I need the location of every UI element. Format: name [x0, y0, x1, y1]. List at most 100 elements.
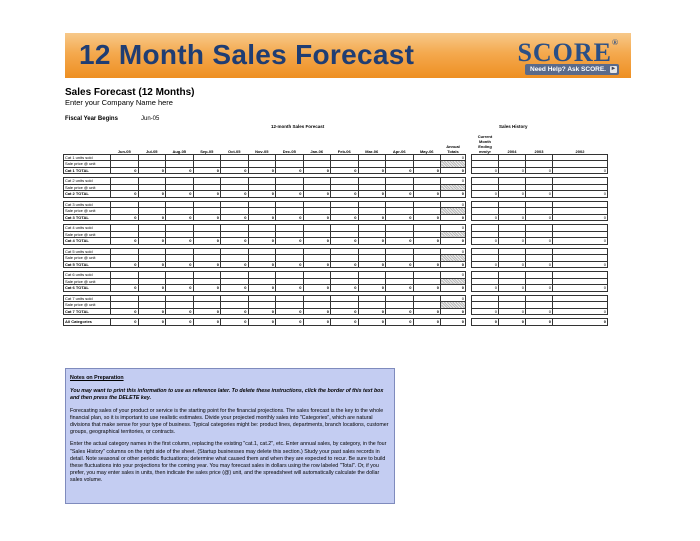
category-total-row: Cat 6 TOTAL 0 0 0 0 0 0 0 0 0 0 0 0 0	[63, 284, 466, 292]
forecast-cell[interactable]: 0	[137, 166, 166, 174]
history-cell[interactable]: 0	[552, 284, 608, 292]
history-caption: Sales History	[499, 124, 528, 129]
category-label[interactable]: Cat 6 TOTAL	[63, 284, 111, 292]
forecast-cell[interactable]: 0	[110, 307, 139, 315]
annual-total-cell[interactable]: 0	[440, 284, 466, 292]
forecast-cell[interactable]: 0	[137, 284, 166, 292]
category-units-row: Cat 2 units sold 0	[63, 177, 466, 185]
month-header: Jan-06	[303, 130, 331, 155]
forecast-cell[interactable]: 0	[137, 213, 166, 221]
month-header: Sep-05	[193, 130, 221, 155]
forecast-cell[interactable]: 0	[220, 307, 249, 315]
forecast-cell[interactable]: 0	[110, 166, 139, 174]
forecast-cell[interactable]: 0	[192, 260, 221, 268]
fiscal-year-value[interactable]: Jun-05	[141, 116, 160, 122]
forecast-cell[interactable]: 0	[192, 237, 221, 245]
history-header: Current Month Ending mm/yr	[471, 130, 499, 155]
forecast-cell[interactable]: 0	[165, 260, 194, 268]
category-total-row: Cat 7 TOTAL 0 0 0 0 0 0 0 0 0 0 0 0 0	[63, 307, 466, 315]
category-label[interactable]: Cat 1 TOTAL	[63, 166, 111, 174]
forecast-cell[interactable]: 0	[137, 190, 166, 198]
all-total-cell: 0	[385, 318, 414, 326]
history-cell[interactable]: 0	[552, 213, 608, 221]
forecast-cell[interactable]: 0	[137, 307, 166, 315]
all-total-cell: 0	[275, 318, 304, 326]
category-total-row: Cat 4 TOTAL 0 0 0 0 0 0 0 0 0 0 0 0 0	[63, 237, 466, 245]
history-header: 2003	[525, 130, 553, 155]
all-categories-row: All Categories 0 0 0 0 0 0 0 0 0 0 0 0 0	[63, 318, 466, 326]
forecast-cell[interactable]: 0	[165, 284, 194, 292]
forecast-cell[interactable]: 0	[165, 307, 194, 315]
company-name-field[interactable]: Enter your Company Name here	[65, 98, 173, 107]
forecast-cell[interactable]: 0	[110, 213, 139, 221]
category-label[interactable]: Cat 2 TOTAL	[63, 190, 111, 198]
category-label[interactable]: Cat 5 TOTAL	[63, 260, 111, 268]
forecast-cell[interactable]: 0	[192, 307, 221, 315]
history-cell[interactable]: 0	[552, 307, 608, 315]
all-total-cell: 0	[137, 318, 166, 326]
forecast-caption: 12-month Sales Forecast	[271, 124, 325, 129]
month-header: Oct-05	[220, 130, 248, 155]
category-label[interactable]: Cat 4 TOTAL	[63, 237, 111, 245]
forecast-cell[interactable]: 0	[110, 284, 139, 292]
category-total-row: Cat 2 TOTAL 0 0 0 0 0 0 0 0 0 0 0 0 0	[63, 190, 466, 198]
annual-total-cell[interactable]: 0	[440, 213, 466, 221]
category-price-row: Sale price @ unit	[63, 301, 466, 309]
forecast-cell[interactable]: 0	[220, 237, 249, 245]
forecast-cell[interactable]: 0	[192, 213, 221, 221]
category-units-row: Cat 5 units sold 0	[63, 247, 466, 255]
forecast-cell[interactable]: 0	[137, 260, 166, 268]
annual-totals-header: Annual Totals	[440, 130, 466, 155]
all-total-cell: 0	[165, 318, 194, 326]
history-header: 2002	[552, 130, 608, 155]
forecast-cell[interactable]: 0	[165, 237, 194, 245]
annual-total-cell[interactable]: 0	[440, 307, 466, 315]
history-cell[interactable]: 0	[552, 190, 608, 198]
notes-panel[interactable]: Notes on Preparation You may want to pri…	[65, 368, 395, 504]
banner-title: 12 Month Sales Forecast	[79, 39, 415, 70]
all-total-cell: 0	[412, 318, 441, 326]
annual-total-cell[interactable]: 0	[440, 166, 466, 174]
all-total-cell: 0	[440, 318, 466, 326]
forecast-cell[interactable]: 0	[192, 284, 221, 292]
all-categories-label: All Categories	[63, 318, 111, 326]
history-cell[interactable]: 0	[552, 237, 608, 245]
forecast-cell[interactable]: 0	[220, 213, 249, 221]
score-logo[interactable]: SCORE®	[517, 38, 619, 68]
forecast-cell[interactable]: 0	[165, 190, 194, 198]
forecast-cell[interactable]: 0	[110, 260, 139, 268]
forecast-cell[interactable]: 0	[192, 190, 221, 198]
help-button[interactable]: Need Help? Ask SCORE. ►	[525, 64, 619, 75]
forecast-cell[interactable]: 0	[192, 166, 221, 174]
forecast-cell[interactable]: 0	[137, 237, 166, 245]
history-cell[interactable]: 0	[552, 260, 608, 268]
title-banner: 12 Month Sales Forecast SCORE® Need Help…	[65, 33, 631, 78]
annual-total-cell[interactable]: 0	[440, 260, 466, 268]
notes-paragraph-1: Forecasting sales of your product or ser…	[70, 407, 389, 436]
month-header: Dec-05	[275, 130, 303, 155]
score-logo-text: SCORE	[517, 38, 613, 67]
annual-total-cell[interactable]: 0	[440, 190, 466, 198]
forecast-cell[interactable]: 0	[220, 284, 249, 292]
forecast-cell[interactable]: 0	[165, 213, 194, 221]
forecast-cell[interactable]: 0	[220, 190, 249, 198]
forecast-cell[interactable]: 0	[220, 166, 249, 174]
month-header: Aug-05	[165, 130, 193, 155]
forecast-cell[interactable]: 0	[165, 166, 194, 174]
category-total-row: Cat 5 TOTAL 0 0 0 0 0 0 0 0 0 0 0 0 0	[63, 260, 466, 268]
category-label[interactable]: Cat 7 TOTAL	[63, 307, 111, 315]
help-button-label: Need Help? Ask SCORE.	[530, 66, 606, 73]
forecast-cell[interactable]: 0	[110, 237, 139, 245]
month-header: Feb-06	[330, 130, 358, 155]
category-label[interactable]: Cat 3 TOTAL	[63, 213, 111, 221]
annual-total-cell[interactable]: 0	[440, 237, 466, 245]
forecast-table: Jun-05 Jul-05 Aug-05 Sep-05 Oct-05 Nov-05 Dec-…	[63, 130, 466, 326]
category-total-row: Cat 1 TOTAL 0 0 0 0 0 0 0 0 0 0 0 0 0	[63, 166, 466, 174]
forecast-cell[interactable]: 0	[220, 260, 249, 268]
history-cell[interactable]: 0	[552, 166, 608, 174]
forecast-cell[interactable]: 0	[110, 190, 139, 198]
